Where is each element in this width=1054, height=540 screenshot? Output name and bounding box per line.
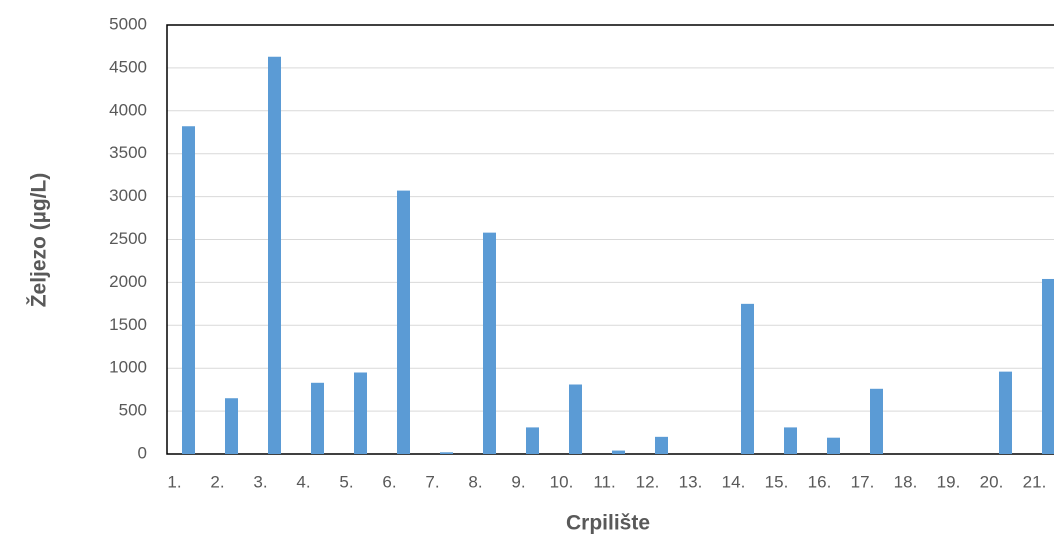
bar	[311, 382, 324, 454]
bar	[827, 437, 840, 454]
x-tick-label: 16.	[808, 472, 832, 491]
x-tick-label: 9.	[511, 472, 525, 491]
bar	[569, 384, 582, 454]
bar	[268, 56, 281, 454]
y-tick-label: 1500	[109, 315, 147, 334]
x-tick-label: 4.	[296, 472, 310, 491]
bar	[784, 427, 797, 454]
bar	[354, 372, 367, 454]
x-tick-label: 5.	[339, 472, 353, 491]
x-tick-label: 19.	[937, 472, 961, 491]
x-tick-label: 20.	[980, 472, 1004, 491]
x-tick-label: 1.	[167, 472, 181, 491]
x-tick-label: 15.	[765, 472, 789, 491]
x-tick-label: 6.	[382, 472, 396, 491]
bar	[397, 190, 410, 454]
bar	[526, 427, 539, 454]
y-axis-title: Željezo (µg/L)	[27, 173, 51, 308]
y-tick-label: 0	[138, 443, 147, 462]
x-tick-label: 2.	[210, 472, 224, 491]
bar	[655, 436, 668, 454]
bar	[440, 452, 453, 454]
bar	[483, 232, 496, 454]
bar	[870, 388, 883, 454]
x-tick-label: 21.	[1023, 472, 1047, 491]
bar	[182, 126, 195, 454]
bar	[225, 398, 238, 454]
bar	[1042, 278, 1054, 454]
bar	[999, 371, 1012, 454]
x-tick-label: 14.	[722, 472, 746, 491]
y-tick-label: 500	[119, 401, 147, 420]
y-tick-label: 3000	[109, 186, 147, 205]
x-tick-label: 3.	[253, 472, 267, 491]
x-tick-label: 17.	[851, 472, 875, 491]
x-tick-label: 10.	[550, 472, 574, 491]
y-tick-label: 3500	[109, 143, 147, 162]
x-tick-label: 13.	[679, 472, 703, 491]
y-tick-label: 1000	[109, 358, 147, 377]
y-tick-label: 4500	[109, 57, 147, 76]
x-tick-label: 7.	[425, 472, 439, 491]
bar	[612, 450, 625, 454]
y-tick-label: 5000	[109, 14, 147, 33]
x-tick-label: 18.	[894, 472, 918, 491]
bar	[741, 303, 754, 454]
y-tick-label: 4000	[109, 100, 147, 119]
y-tick-label: 2500	[109, 229, 147, 248]
y-tick-label: 2000	[109, 272, 147, 291]
x-axis-title: Crpilište	[566, 512, 650, 535]
x-tick-label: 8.	[468, 472, 482, 491]
x-tick-label: 12.	[636, 472, 660, 491]
x-tick-label: 11.	[593, 472, 615, 491]
